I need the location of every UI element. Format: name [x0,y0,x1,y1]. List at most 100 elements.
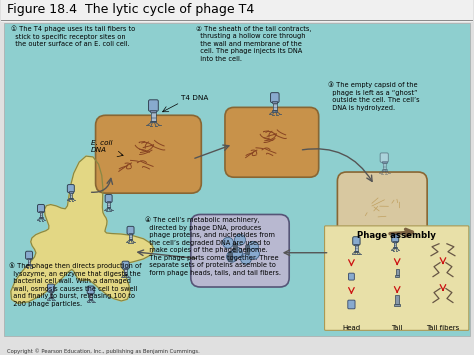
Circle shape [248,248,259,259]
Bar [50,295,52,296]
Bar [273,106,276,108]
Bar [40,212,42,217]
FancyBboxPatch shape [271,93,279,103]
Circle shape [231,247,243,258]
Bar [245,245,249,254]
Bar [108,204,110,205]
Bar [273,103,276,105]
Bar [393,241,397,242]
Bar [49,297,53,298]
FancyBboxPatch shape [325,226,469,331]
FancyBboxPatch shape [353,237,360,245]
Bar [40,212,42,214]
Bar [395,275,400,277]
Bar [355,245,358,247]
Bar [129,236,132,237]
Bar [40,216,42,217]
Bar [129,233,132,234]
Text: Copyright © Pearson Education, Inc., publishing as Benjamin Cummings.: Copyright © Pearson Education, Inc., pub… [7,348,200,354]
Bar [108,206,110,207]
Bar [1,0,473,22]
Bar [108,202,110,207]
Bar [129,237,132,238]
Bar [273,108,276,110]
Text: Figure 18.4  The lytic cycle of phage T4: Figure 18.4 The lytic cycle of phage T4 [7,3,255,16]
FancyBboxPatch shape [122,261,129,269]
Bar [394,245,396,246]
Bar [69,197,73,198]
Bar [107,207,110,208]
Bar [70,192,72,197]
Bar [89,293,92,294]
Bar [89,299,92,300]
Bar [124,273,127,274]
FancyBboxPatch shape [191,214,289,287]
Bar [108,202,110,204]
Bar [129,238,132,239]
Bar [70,192,72,194]
Text: Head: Head [342,326,361,331]
Bar [273,101,277,103]
Text: ② The sheath of the tail contracts,
  thrusting a hollow core through
  the wall: ② The sheath of the tail contracts, thru… [196,26,311,62]
Bar [151,114,155,116]
Bar [151,112,155,114]
FancyBboxPatch shape [67,185,74,192]
Bar [394,304,400,306]
FancyBboxPatch shape [87,286,94,294]
Bar [395,295,400,304]
Bar [40,215,42,216]
Bar [151,119,155,121]
Bar [39,211,43,212]
Bar [394,242,396,247]
FancyBboxPatch shape [37,204,45,212]
Bar [233,243,237,252]
Bar [70,194,72,195]
Bar [124,269,127,271]
Bar [129,234,132,236]
Circle shape [247,241,258,252]
Bar [150,110,156,112]
Bar [4,23,470,336]
Bar [383,163,386,164]
Bar [382,169,386,171]
Polygon shape [11,156,154,303]
Bar [90,298,92,299]
FancyBboxPatch shape [392,234,399,242]
Bar [28,259,30,264]
FancyBboxPatch shape [348,300,355,309]
Bar [70,195,72,196]
Bar [124,274,128,275]
Bar [124,269,127,274]
Bar [28,259,30,261]
Bar [107,201,110,202]
FancyBboxPatch shape [96,115,201,193]
Bar [50,296,52,297]
Bar [27,258,31,259]
Bar [28,263,30,264]
Bar [396,269,399,275]
Bar [39,217,43,218]
FancyBboxPatch shape [380,153,388,162]
Bar [394,246,396,247]
Bar [273,103,276,110]
Bar [355,245,358,251]
Bar [50,292,52,293]
Text: ④ The cell’s metabolic machinery,
  directed by phage DNA, produces
  phage prot: ④ The cell’s metabolic machinery, direct… [146,217,282,276]
FancyBboxPatch shape [26,251,33,259]
Bar [383,163,386,169]
Bar [50,292,52,297]
Text: Phage assembly: Phage assembly [357,231,436,240]
Bar [150,121,156,122]
Bar [28,261,30,262]
Bar [228,252,232,261]
Bar [355,248,358,250]
FancyBboxPatch shape [348,273,355,280]
Bar [69,191,73,192]
Text: ① The T4 phage uses its tail fibers to
  stick to specific receptor sites on
  t: ① The T4 phage uses its tail fibers to s… [11,26,136,48]
Circle shape [240,253,251,264]
Circle shape [227,251,237,262]
Bar [383,168,386,169]
Bar [383,166,386,168]
Bar [124,271,127,272]
Bar [355,251,358,252]
